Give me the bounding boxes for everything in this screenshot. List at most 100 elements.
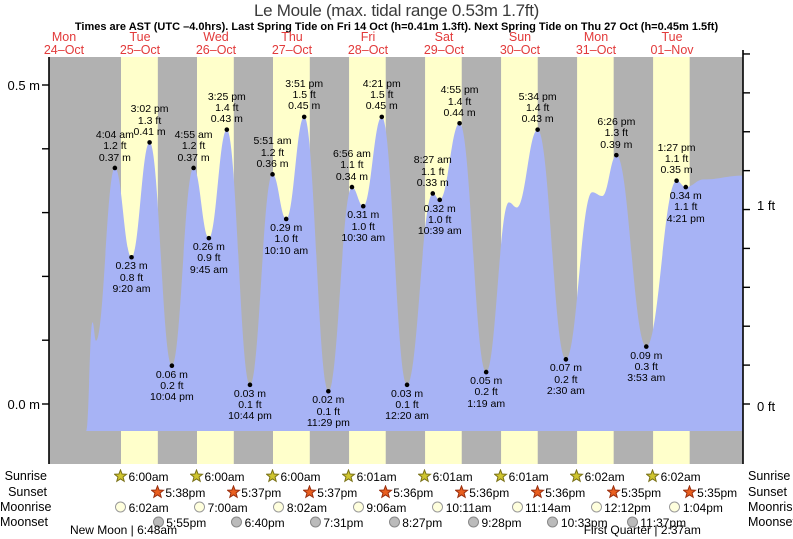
sunset-time: 5:37pm	[241, 486, 282, 500]
annotation-line: 0.1 ft	[316, 405, 341, 418]
row-label-moonrise-left: Moonrise	[0, 500, 52, 514]
row-label-sunrise-right: Sunrise	[748, 469, 791, 483]
sunrise-star-icon	[342, 469, 356, 483]
tide-point-dot	[169, 363, 175, 369]
sunrise-time: 6:02am	[584, 470, 625, 484]
annotation-line: 9:45 am	[189, 263, 228, 276]
row-label-sunrise-left: Sunrise	[4, 469, 47, 483]
sunrise-time: 6:00am	[128, 470, 169, 484]
day-label: Fri 28–Oct	[330, 31, 406, 57]
tide-point-dot	[360, 203, 366, 209]
day-weekday: Wed	[203, 30, 229, 44]
sunrise-star-icon	[418, 469, 432, 483]
moonset-moon-icon	[388, 516, 400, 528]
annotation-line: 6:26 pm	[597, 116, 636, 129]
moonset-time: 11:37pm	[640, 516, 687, 530]
tide-point-dot	[437, 197, 443, 203]
annotation-line: 1.4 ft	[215, 101, 239, 114]
annotation-line: 0.26 m	[192, 241, 225, 254]
sunset-time: 5:36pm	[393, 486, 434, 500]
annotation-line: 0.09 m	[630, 349, 663, 362]
y-axis-label-top-m: 0.5 m	[7, 78, 40, 93]
day-label: Wed 26–Oct	[178, 31, 254, 57]
annotation-line: 4:21 pm	[666, 212, 705, 225]
annotation-line: 0.03 m	[390, 387, 424, 400]
moonrise-time: 10:11am	[445, 501, 492, 515]
moonrise-moon-icon	[511, 501, 523, 513]
sunset-star-icon	[454, 485, 469, 499]
tide-point-dot	[147, 140, 152, 145]
annotation-line: 11:29 pm	[306, 416, 350, 429]
annotation-line: 1.1 ft	[340, 159, 364, 172]
annotation-line: 1.5 ft	[292, 89, 316, 102]
chart-subtitle: Times are AST (UTC –4.0hrs). Last Spring…	[74, 21, 719, 33]
annotation-line: 0.06 m	[155, 368, 188, 381]
moonrise-moon-icon	[352, 501, 364, 513]
tide-point-dot	[112, 165, 118, 171]
annotation-line: 3:53 am	[627, 372, 666, 385]
tide-event-annotation-low: 0.26 m 0.9 ft 9:45 am	[164, 241, 254, 276]
tide-event-annotation-high: 8:27 am 1.1 ft 0.33 m	[388, 155, 478, 189]
day-date: 30–Oct	[499, 43, 541, 57]
annotation-line: 12:20 am	[385, 410, 429, 423]
moonrise-moon-icon	[194, 501, 206, 513]
annotation-line: 1:19 am	[467, 397, 506, 410]
sunrise-star-icon	[114, 469, 128, 483]
moonrise-time: 8:02am	[286, 501, 327, 515]
tide-point-dot	[270, 172, 275, 177]
annotation-line: 1.5 ft	[370, 89, 394, 102]
sunset-star-icon	[378, 485, 393, 499]
new-moon-phase-label: New Moon | 6:48am	[69, 523, 178, 537]
moonrise-time: 6:02am	[128, 501, 169, 515]
sunrise-star-icon	[190, 469, 204, 483]
row-label-moonset-right: Moonset	[748, 515, 793, 529]
day-weekday: Tue	[129, 30, 151, 44]
annotation-line: 0.41 m	[133, 126, 166, 138]
moonset-moon-icon	[547, 516, 559, 528]
moonrise-moon-icon	[432, 501, 444, 513]
day-date: 24–Oct	[43, 43, 85, 57]
annotation-line: 0.31 m	[347, 209, 380, 222]
moonset-time: 5:55pm	[166, 516, 207, 530]
annotation-line: 0.8 ft	[119, 271, 144, 284]
tide-event-annotation-low: 0.09 m 0.3 ft 3:53 am	[601, 349, 691, 385]
tide-event-annotation-high: 4:55 pm 1.4 ft 0.44 m	[415, 84, 505, 119]
moonset-moon-icon	[309, 516, 321, 528]
row-label-sunset-right: Sunset	[748, 485, 787, 499]
tide-event-annotation-high: 1:27 pm 1.1 ft 0.35 m	[632, 142, 722, 177]
sunset-star-icon	[302, 485, 317, 499]
moonrise-moon-icon	[511, 501, 523, 513]
annotation-line: 0.03 m	[233, 387, 267, 400]
moonrise-time: 7:00am	[207, 501, 248, 515]
sunrise-time: 6:01am	[356, 470, 397, 484]
annotation-line: 0.45 m	[365, 100, 398, 113]
sunrise-star-icon	[494, 469, 508, 483]
tide-event-annotation-high: 4:04 am 1.2 ft 0.37 m	[70, 129, 160, 164]
day-date: 25–Oct	[119, 43, 161, 57]
moonrise-moon-icon	[352, 501, 364, 513]
annotation-line: 0.07 m	[549, 362, 582, 375]
moonset-moon-icon	[152, 516, 164, 528]
sunset-star-icon	[150, 485, 165, 499]
annotation-line: 0.43 m	[521, 113, 554, 126]
tide-event-annotation-high: 3:51 pm 1.5 ft 0.45 m	[259, 77, 349, 113]
tide-event-annotation-low: 0.02 m 0.1 ft 11:29 pm	[283, 394, 373, 429]
sunset-time: 5:36pm	[469, 486, 510, 500]
day-label: Mon 24–Oct	[26, 31, 102, 57]
moonset-moon-icon	[467, 516, 479, 528]
tide-point-dot	[283, 216, 289, 222]
day-date: 01–Nov	[650, 43, 694, 57]
day-weekday: Tue	[661, 30, 683, 44]
annotation-line: 1.0 ft	[274, 233, 298, 246]
sunset-star-icon	[150, 485, 165, 499]
annotation-line: 1.4 ft	[525, 101, 550, 114]
annotation-line: 3:51 pm	[285, 77, 324, 90]
day-date: 27–Oct	[271, 43, 313, 57]
moonset-moon-icon	[626, 516, 638, 528]
row-label-moonset-left: Moonset	[0, 515, 48, 529]
moonset-moon-icon	[547, 516, 559, 528]
sunrise-time: 6:01am	[508, 470, 549, 484]
sunrise-star-icon	[190, 469, 204, 483]
day-label: Mon 31–Oct	[558, 31, 634, 57]
